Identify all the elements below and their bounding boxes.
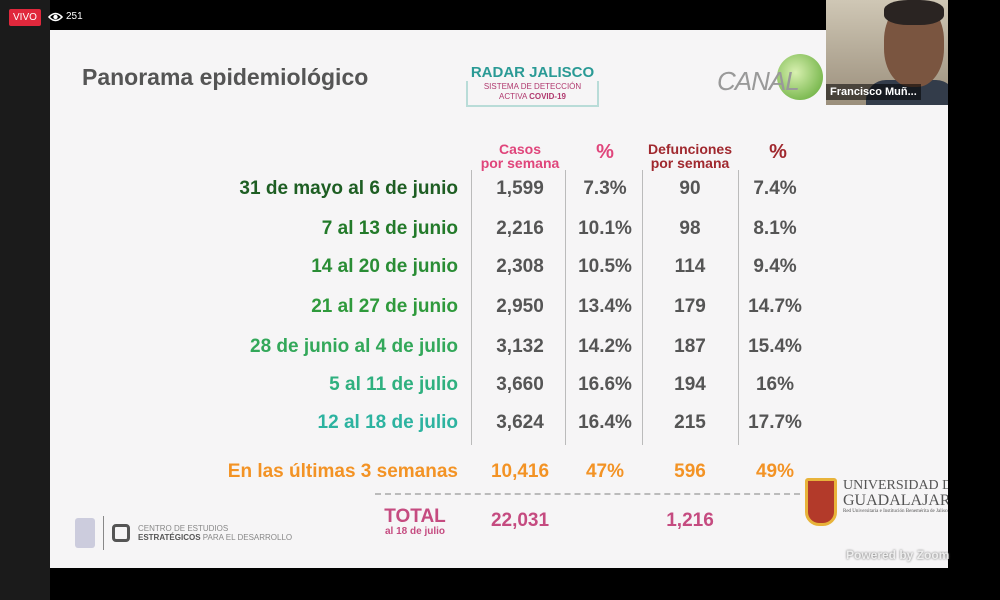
eye-icon bbox=[48, 12, 63, 21]
shield-icon bbox=[75, 518, 95, 548]
cede-logo: CENTRO DE ESTUDIOS ESTRATÉGICOS PARA EL D… bbox=[75, 516, 292, 550]
row-pct: 16.4% bbox=[578, 412, 632, 433]
radar-title: RADAR JALISCO bbox=[470, 64, 595, 81]
powered-by-zoom: Powered by Zoom bbox=[846, 548, 950, 562]
total-cases: 22,031 bbox=[490, 510, 550, 531]
row-deaths: 179 bbox=[674, 296, 706, 317]
radar-line2: ACTIVA bbox=[499, 92, 527, 101]
live-badge: VIVO bbox=[9, 9, 41, 26]
row-dpct: 7.4% bbox=[753, 178, 797, 199]
row-pct: 7.3% bbox=[583, 178, 627, 199]
row-label: 12 al 18 de julio bbox=[317, 412, 458, 433]
viewer-count-text: 251 bbox=[66, 11, 83, 22]
row-deaths: 98 bbox=[679, 218, 701, 239]
row-cases: 2,950 bbox=[496, 296, 544, 317]
row-dpct: 14.7% bbox=[748, 296, 802, 317]
row-pct: 13.4% bbox=[578, 296, 632, 317]
header-deaths: Defunciones por semana bbox=[647, 141, 732, 171]
row-pct: 16.6% bbox=[578, 374, 632, 395]
row-label: 21 al 27 de junio bbox=[311, 296, 458, 317]
viewer-count: 251 bbox=[48, 11, 83, 22]
row-pct: 14.2% bbox=[578, 336, 632, 357]
highlight-pct: 47% bbox=[585, 461, 625, 482]
row-deaths: 187 bbox=[674, 336, 706, 357]
canal-44-logo: CANAL bbox=[715, 52, 823, 112]
row-cases: 2,308 bbox=[496, 256, 544, 277]
row-deaths: 215 bbox=[674, 412, 706, 433]
row-pct: 10.5% bbox=[578, 256, 632, 277]
hexagon-icon bbox=[112, 524, 130, 542]
row-deaths: 194 bbox=[674, 374, 706, 395]
row-cases: 2,216 bbox=[496, 218, 544, 239]
udg-logo: UNIVERSIDAD DE GUADALAJARA Red Universitar… bbox=[805, 478, 962, 526]
row-cases: 3,624 bbox=[496, 412, 544, 433]
row-cases: 1,599 bbox=[496, 178, 544, 199]
row-dpct: 16% bbox=[755, 374, 795, 395]
participant-video[interactable]: Francisco Muñ... bbox=[826, 0, 948, 105]
divider bbox=[375, 493, 800, 495]
total-deaths: 1,216 bbox=[666, 510, 714, 531]
row-label: 31 de mayo al 6 de junio bbox=[239, 178, 458, 199]
radar-jalisco-logo: RADAR JALISCO SISTEMA DE DETECCIÓN ACTIVA… bbox=[460, 64, 605, 107]
row-pct: 10.1% bbox=[578, 218, 632, 239]
header-pct2: % bbox=[769, 141, 787, 163]
left-bar bbox=[0, 0, 50, 600]
highlight-dpct: 49% bbox=[755, 461, 795, 482]
row-deaths: 90 bbox=[679, 178, 701, 199]
radar-covid: COVID-19 bbox=[529, 92, 566, 101]
right-bar bbox=[948, 105, 1000, 600]
row-deaths: 114 bbox=[674, 256, 706, 277]
shared-slide: Panorama epidemiológico RADAR JALISCO SI… bbox=[50, 30, 962, 568]
row-dpct: 9.4% bbox=[753, 256, 797, 277]
row-dpct: 17.7% bbox=[748, 412, 802, 433]
radar-line1: SISTEMA DE DETECCIÓN bbox=[483, 82, 582, 91]
highlight-cases: 10,416 bbox=[490, 461, 550, 482]
header-cases: Casos por semana bbox=[480, 141, 560, 171]
row-label: 7 al 13 de junio bbox=[321, 218, 458, 239]
page-title: Panorama epidemiológico bbox=[82, 64, 369, 90]
row-dpct: 8.1% bbox=[753, 218, 797, 239]
highlight-deaths: 596 bbox=[674, 461, 706, 482]
highlight-label: En las últimas 3 semanas bbox=[227, 461, 458, 482]
row-cases: 3,660 bbox=[496, 374, 544, 395]
total-sub: al 18 de julio bbox=[384, 526, 446, 537]
row-label: 28 de junio al 4 de julio bbox=[250, 336, 458, 357]
total-label: TOTAL bbox=[384, 506, 446, 527]
row-cases: 3,132 bbox=[496, 336, 544, 357]
row-dpct: 15.4% bbox=[748, 336, 802, 357]
row-label: 5 al 11 de julio bbox=[329, 374, 458, 395]
row-label: 14 al 20 de junio bbox=[311, 256, 458, 277]
participant-name: Francisco Muñ... bbox=[826, 84, 921, 100]
udg-shield-icon bbox=[805, 478, 837, 526]
header-pct: % bbox=[596, 141, 614, 163]
